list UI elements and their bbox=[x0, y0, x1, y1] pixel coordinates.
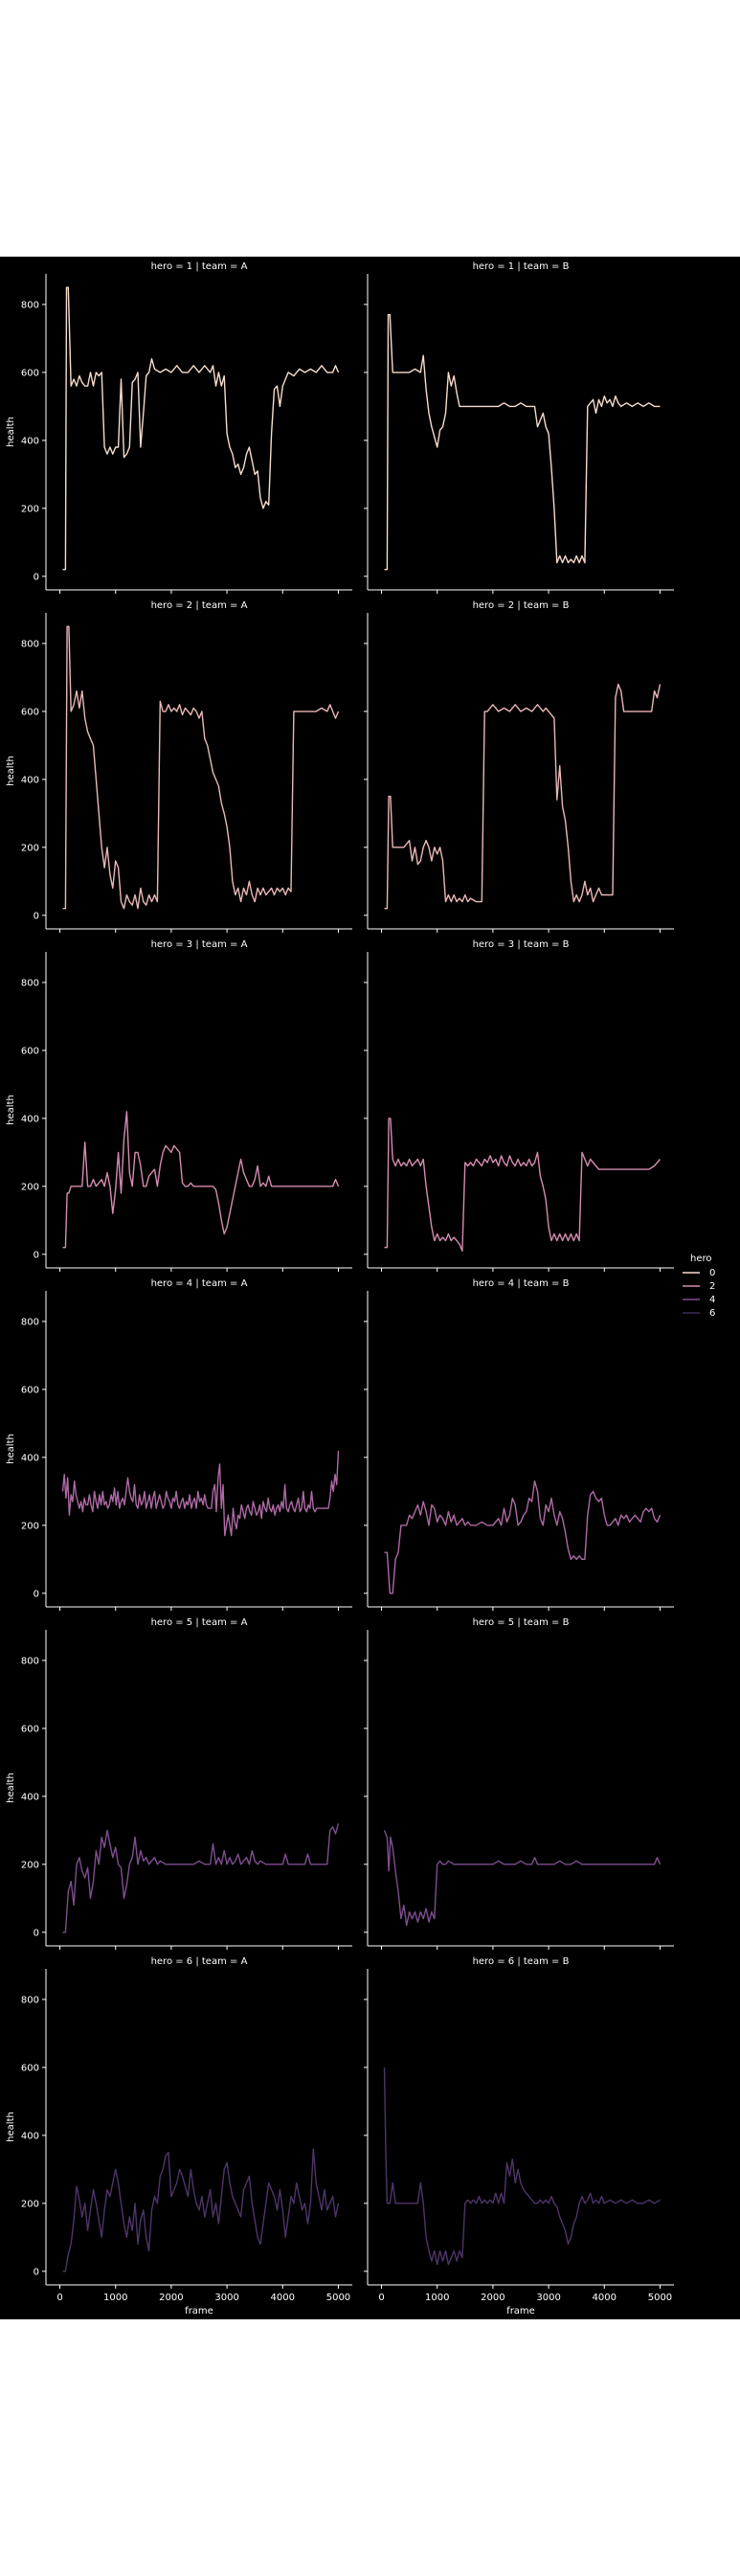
y-tick-label: 600 bbox=[21, 1385, 39, 1395]
facet-title: hero = 6 | team = A bbox=[151, 1956, 248, 1967]
y-tick-label: 200 bbox=[21, 1521, 39, 1531]
y-tick-label: 600 bbox=[21, 1724, 39, 1734]
legend-title: hero bbox=[690, 1254, 712, 1264]
y-tick-label: 0 bbox=[34, 1250, 39, 1260]
y-tick-label: 800 bbox=[21, 978, 39, 988]
y-tick-label: 0 bbox=[34, 1928, 39, 1938]
legend-entry: 6 bbox=[709, 1308, 715, 1319]
y-tick-label: 400 bbox=[21, 775, 39, 785]
y-tick-label: 200 bbox=[21, 843, 39, 853]
y-tick-label: 800 bbox=[21, 1317, 39, 1327]
legend-entry: 4 bbox=[709, 1295, 715, 1305]
y-tick-label: 600 bbox=[21, 707, 39, 717]
facet-title: hero = 3 | team = B bbox=[473, 939, 570, 950]
x-tick-label: 4000 bbox=[593, 2293, 617, 2303]
y-tick-label: 200 bbox=[21, 1182, 39, 1192]
x-tick-label: 5000 bbox=[326, 2293, 350, 2303]
y-axis-label: health bbox=[6, 417, 16, 447]
y-tick-label: 400 bbox=[21, 1453, 39, 1463]
facet-title: hero = 6 | team = B bbox=[473, 1956, 570, 1967]
series-line-hero-4-team-A bbox=[61, 1450, 340, 1537]
y-tick-label: 600 bbox=[21, 1046, 39, 1056]
facet-title: hero = 4 | team = A bbox=[151, 1278, 248, 1289]
x-axis-label: frame bbox=[506, 2306, 535, 2316]
x-tick-label: 1000 bbox=[425, 2293, 449, 2303]
series-line-hero-3-team-B bbox=[384, 1118, 662, 1253]
x-tick-label: 2000 bbox=[481, 2293, 505, 2303]
series-line-hero-2-team-A bbox=[62, 625, 340, 910]
y-tick-label: 200 bbox=[21, 1860, 39, 1870]
legend-entry: 0 bbox=[709, 1268, 715, 1278]
y-tick-label: 800 bbox=[21, 639, 39, 649]
x-tick-label: 3000 bbox=[536, 2293, 560, 2303]
legend-entry: 2 bbox=[709, 1281, 715, 1292]
y-tick-label: 0 bbox=[34, 572, 39, 582]
x-tick-label: 5000 bbox=[648, 2293, 672, 2303]
series-line-hero-6-team-B bbox=[383, 2067, 661, 2266]
facet-title: hero = 2 | team = B bbox=[473, 600, 570, 611]
y-axis-label: health bbox=[6, 756, 16, 786]
facet-title: hero = 1 | team = B bbox=[473, 261, 570, 272]
x-tick-label: 3000 bbox=[214, 2293, 238, 2303]
series-line-hero-6-team-A bbox=[62, 2148, 340, 2272]
facet-title: hero = 2 | team = A bbox=[151, 600, 248, 611]
x-tick-label: 1000 bbox=[103, 2293, 127, 2303]
series-line-hero-5-team-A bbox=[62, 1823, 340, 1933]
y-tick-label: 600 bbox=[21, 2063, 39, 2073]
facet-title: hero = 5 | team = B bbox=[473, 1617, 570, 1628]
y-axis-label: health bbox=[6, 1095, 16, 1125]
y-axis-label: health bbox=[6, 2112, 16, 2142]
y-axis-label: health bbox=[6, 1773, 16, 1803]
y-tick-label: 400 bbox=[21, 2131, 39, 2141]
series-line-hero-5-team-B bbox=[383, 1830, 662, 1927]
y-tick-label: 400 bbox=[21, 1114, 39, 1124]
y-tick-label: 800 bbox=[21, 300, 39, 310]
series-line-hero-1-team-B bbox=[384, 313, 661, 571]
y-tick-label: 0 bbox=[34, 911, 39, 921]
facet-title: hero = 5 | team = A bbox=[151, 1617, 248, 1628]
facet-title: hero = 3 | team = A bbox=[151, 939, 248, 950]
facet-title: hero = 4 | team = B bbox=[473, 1278, 570, 1289]
series-line-hero-3-team-A bbox=[62, 1111, 340, 1249]
facet-chart-svg: hero = 1 | team = A0200400600800healthhe… bbox=[6, 261, 715, 2316]
facet-chart-figure: hero = 1 | team = A 0 200 400 600 800 health he… bbox=[0, 257, 740, 2319]
facet-title: hero = 1 | team = A bbox=[151, 261, 248, 272]
x-tick-label: 4000 bbox=[271, 2293, 295, 2303]
series-line-hero-2-team-B bbox=[384, 683, 662, 910]
x-tick-label: 0 bbox=[56, 2293, 62, 2303]
x-tick-label: 2000 bbox=[159, 2293, 183, 2303]
y-tick-label: 200 bbox=[21, 2199, 39, 2209]
x-tick-label: 0 bbox=[378, 2293, 384, 2303]
y-tick-label: 800 bbox=[21, 1995, 39, 2005]
y-tick-label: 800 bbox=[21, 1656, 39, 1666]
x-axis-label: frame bbox=[185, 2306, 213, 2316]
y-tick-label: 400 bbox=[21, 436, 39, 446]
y-tick-label: 600 bbox=[21, 368, 39, 378]
y-tick-label: 200 bbox=[21, 504, 39, 514]
y-tick-label: 400 bbox=[21, 1792, 39, 1802]
series-line-hero-1-team-A bbox=[62, 286, 340, 571]
y-tick-label: 0 bbox=[34, 1589, 39, 1599]
series-line-hero-4-team-B bbox=[384, 1480, 662, 1594]
y-axis-label: health bbox=[6, 1434, 16, 1464]
y-tick-label: 0 bbox=[34, 2267, 39, 2277]
